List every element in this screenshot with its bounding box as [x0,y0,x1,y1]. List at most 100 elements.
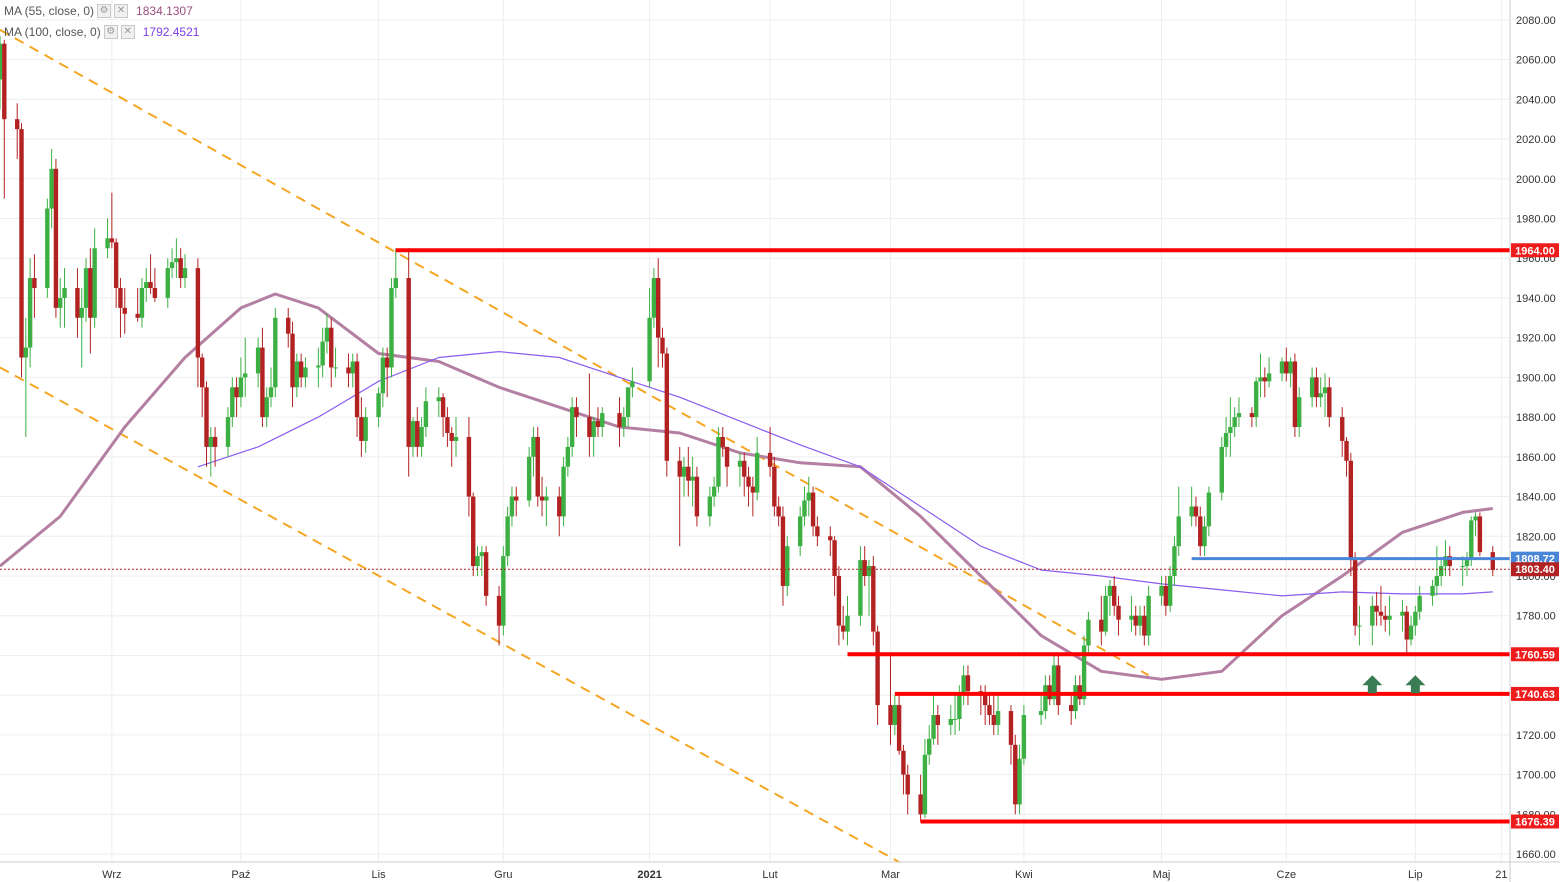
candle-body [1266,373,1272,382]
candle-body [1228,427,1233,433]
candle-body [406,278,411,447]
candle-body [1223,432,1229,447]
candle-body [1279,361,1285,374]
candle-body [1352,560,1358,626]
x-tick-label: Lis [372,869,387,881]
y-tick-label: 1700.00 [1516,770,1556,782]
candle-body [122,307,127,314]
x-tick-label: Maj [1153,869,1171,881]
trend-line [0,366,900,863]
candle-body [363,417,368,441]
candle-body [991,715,996,725]
candle-body [1430,585,1435,596]
candle-body [931,715,936,739]
candle-body [32,278,37,288]
close-icon[interactable]: ✕ [114,4,129,18]
candle-body [694,476,700,517]
y-tick-label: 1920.00 [1516,333,1556,345]
candle-body [260,347,265,418]
candle-body [53,168,59,308]
candle-body [1318,393,1323,398]
candle-body [724,446,730,467]
price-tags: 1964.001760.591740.631676.391808.721803.… [1511,243,1559,829]
candle-body [1116,605,1121,620]
candle-body [574,407,579,418]
candle-body [1400,611,1405,616]
candle-body [780,516,786,586]
candle-body [514,496,519,501]
candle-body [298,361,304,378]
settings-icon[interactable]: ⚙ [103,25,118,39]
candle-body [888,705,893,725]
candle-body [746,476,751,487]
candle-body [1460,566,1465,568]
candle-body [565,446,571,467]
candle-body [1172,546,1177,576]
candle-body [600,413,605,428]
y-tick-label: 1880.00 [1516,412,1556,424]
y-tick-label: 2040.00 [1516,94,1556,106]
candle-body [1469,520,1474,561]
candle-body [268,387,274,398]
level-tag-bg [1511,243,1559,258]
candle-body [982,695,988,706]
candle-body [380,357,386,394]
ma100-line [197,351,1493,597]
candle-body [1477,516,1483,553]
candle-body [1043,685,1048,712]
candle-body [720,436,725,447]
candle-body [1443,556,1448,567]
candle-body [449,432,454,441]
candle-body [1490,552,1495,571]
candle-body [776,506,781,517]
candle-body [539,496,545,501]
candle-body [1129,615,1134,620]
candle-body [806,492,811,501]
candle-body [384,357,390,368]
x-axis: Wrz Paź Lis Gru 2021 Lut Mar Kwi Maj Cze Lip 21 [0,861,1560,881]
y-tick-label: 1660.00 [1516,849,1556,861]
candle-body [1202,526,1207,547]
candle-body [664,353,670,461]
candle-body [1133,615,1138,626]
settings-icon[interactable]: ⚙ [97,4,112,18]
candle-body [625,387,631,418]
close-icon[interactable]: ✕ [120,25,135,39]
candle-body [423,401,429,428]
candle-body [1473,516,1478,521]
y-tick-label: 2020.00 [1516,134,1556,146]
candle-body [316,365,321,368]
candle-body [1107,585,1113,596]
candle-body [255,347,261,374]
candle-body [1193,506,1199,517]
y-tick-label: 2000.00 [1516,174,1556,186]
candle-body [88,268,93,318]
candles [0,35,1495,823]
moving-averages [0,292,1493,681]
candle-body [845,615,850,632]
candle-body [1404,611,1409,640]
candle-body [359,417,364,441]
legend-ma55-value: 1834.1307 [136,4,193,18]
candle-body [1258,377,1263,382]
candle-body [505,516,510,557]
candle-body [660,337,665,354]
candle-body [1103,595,1108,632]
candle-body [802,500,807,517]
candle-body [1176,516,1181,547]
level-tag: 1760.59 [1515,649,1555,661]
y-tick-label: 1900.00 [1516,372,1556,384]
candle-body [905,774,910,795]
candle-body [346,367,351,374]
candle-body [750,486,756,493]
candle-body [238,377,244,398]
level-tag-bg [1511,814,1559,829]
candle-body [557,496,562,517]
candle-body [15,119,20,130]
candle-body [329,327,334,368]
candle-body [754,452,760,493]
x-tick-label: Cze [1277,869,1297,881]
candle-body [651,278,657,318]
candle-body [987,705,992,716]
